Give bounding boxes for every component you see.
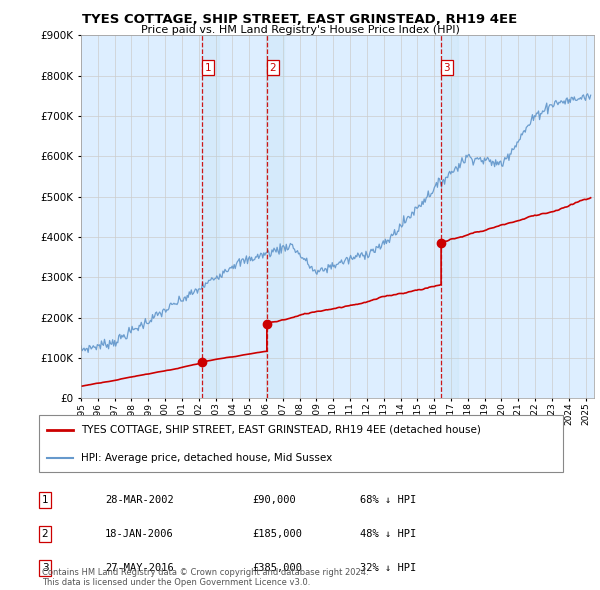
Text: 18-JAN-2006: 18-JAN-2006 (105, 529, 174, 539)
Text: Price paid vs. HM Land Registry's House Price Index (HPI): Price paid vs. HM Land Registry's House … (140, 25, 460, 35)
Text: 1: 1 (205, 63, 212, 73)
Text: TYES COTTAGE, SHIP STREET, EAST GRINSTEAD, RH19 4EE: TYES COTTAGE, SHIP STREET, EAST GRINSTEA… (82, 13, 518, 26)
Text: 3: 3 (41, 563, 49, 573)
Text: 32% ↓ HPI: 32% ↓ HPI (360, 563, 416, 573)
Text: 48% ↓ HPI: 48% ↓ HPI (360, 529, 416, 539)
Text: HPI: Average price, detached house, Mid Sussex: HPI: Average price, detached house, Mid … (81, 453, 332, 463)
Text: Contains HM Land Registry data © Crown copyright and database right 2024.: Contains HM Land Registry data © Crown c… (42, 568, 368, 577)
Text: 27-MAY-2016: 27-MAY-2016 (105, 563, 174, 573)
Text: £385,000: £385,000 (252, 563, 302, 573)
Text: TYES COTTAGE, SHIP STREET, EAST GRINSTEAD, RH19 4EE (detached house): TYES COTTAGE, SHIP STREET, EAST GRINSTEA… (81, 425, 481, 435)
Text: 1: 1 (41, 495, 49, 504)
Bar (267, 35, 284, 398)
FancyBboxPatch shape (38, 415, 563, 473)
Bar (441, 35, 458, 398)
Text: £185,000: £185,000 (252, 529, 302, 539)
Text: 3: 3 (443, 63, 450, 73)
Text: £90,000: £90,000 (252, 495, 296, 504)
Text: 2: 2 (269, 63, 276, 73)
Text: 28-MAR-2002: 28-MAR-2002 (105, 495, 174, 504)
Text: This data is licensed under the Open Government Licence v3.0.: This data is licensed under the Open Gov… (42, 578, 310, 587)
Text: 68% ↓ HPI: 68% ↓ HPI (360, 495, 416, 504)
Text: 2: 2 (41, 529, 49, 539)
Bar (202, 35, 219, 398)
